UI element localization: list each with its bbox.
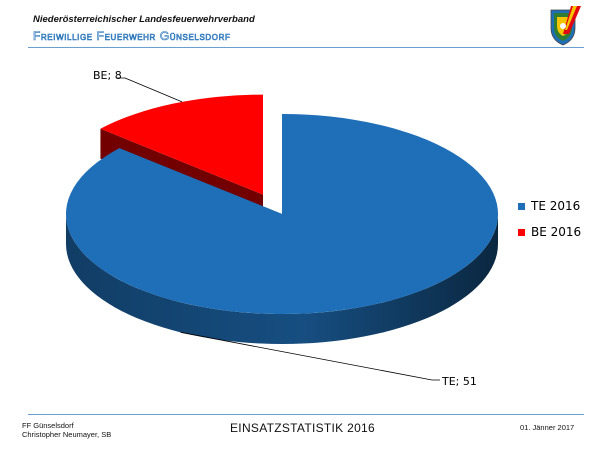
leader-line-te xyxy=(180,331,440,381)
fire-brigade-crest-icon xyxy=(550,6,581,46)
pie-slice-te xyxy=(66,114,499,344)
department-title: Freiwillige Feuerwehr Günselsdorf xyxy=(33,29,231,44)
footer-author: FF Günselsdorf Christopher Neumayer, SB xyxy=(22,421,111,439)
legend-item-te: TE 2016 xyxy=(518,199,580,213)
footer-date: 01. Jänner 2017 xyxy=(520,423,575,432)
legend-swatch-be xyxy=(518,229,525,236)
footer-author-line: Christopher Neumayer, SB xyxy=(22,430,112,439)
footer-divider xyxy=(28,414,584,415)
pie-slice-te-rim xyxy=(66,214,498,344)
leader-line-be xyxy=(117,77,183,103)
legend-label-be: BE 2016 xyxy=(531,225,581,239)
footer-title: EINSATZSTATISTIK 2016 xyxy=(230,421,376,435)
pie-chart: TE; 51 BE; 8 TE 2016 BE 2016 xyxy=(66,69,581,388)
header-divider xyxy=(28,47,584,48)
pie-slice-te-top xyxy=(66,114,499,314)
footer-org-line: FF Günselsdorf xyxy=(22,421,74,430)
organization-title: Niederösterreichischer Landesfeuerwehrve… xyxy=(33,14,255,25)
pie-slice-be-top xyxy=(100,94,263,195)
legend-swatch-te xyxy=(518,203,525,210)
legend-label-te: TE 2016 xyxy=(530,199,580,213)
data-label-be: BE; 8 xyxy=(93,69,122,82)
legend-item-be: BE 2016 xyxy=(518,225,581,239)
data-label-te: TE; 51 xyxy=(441,375,477,388)
